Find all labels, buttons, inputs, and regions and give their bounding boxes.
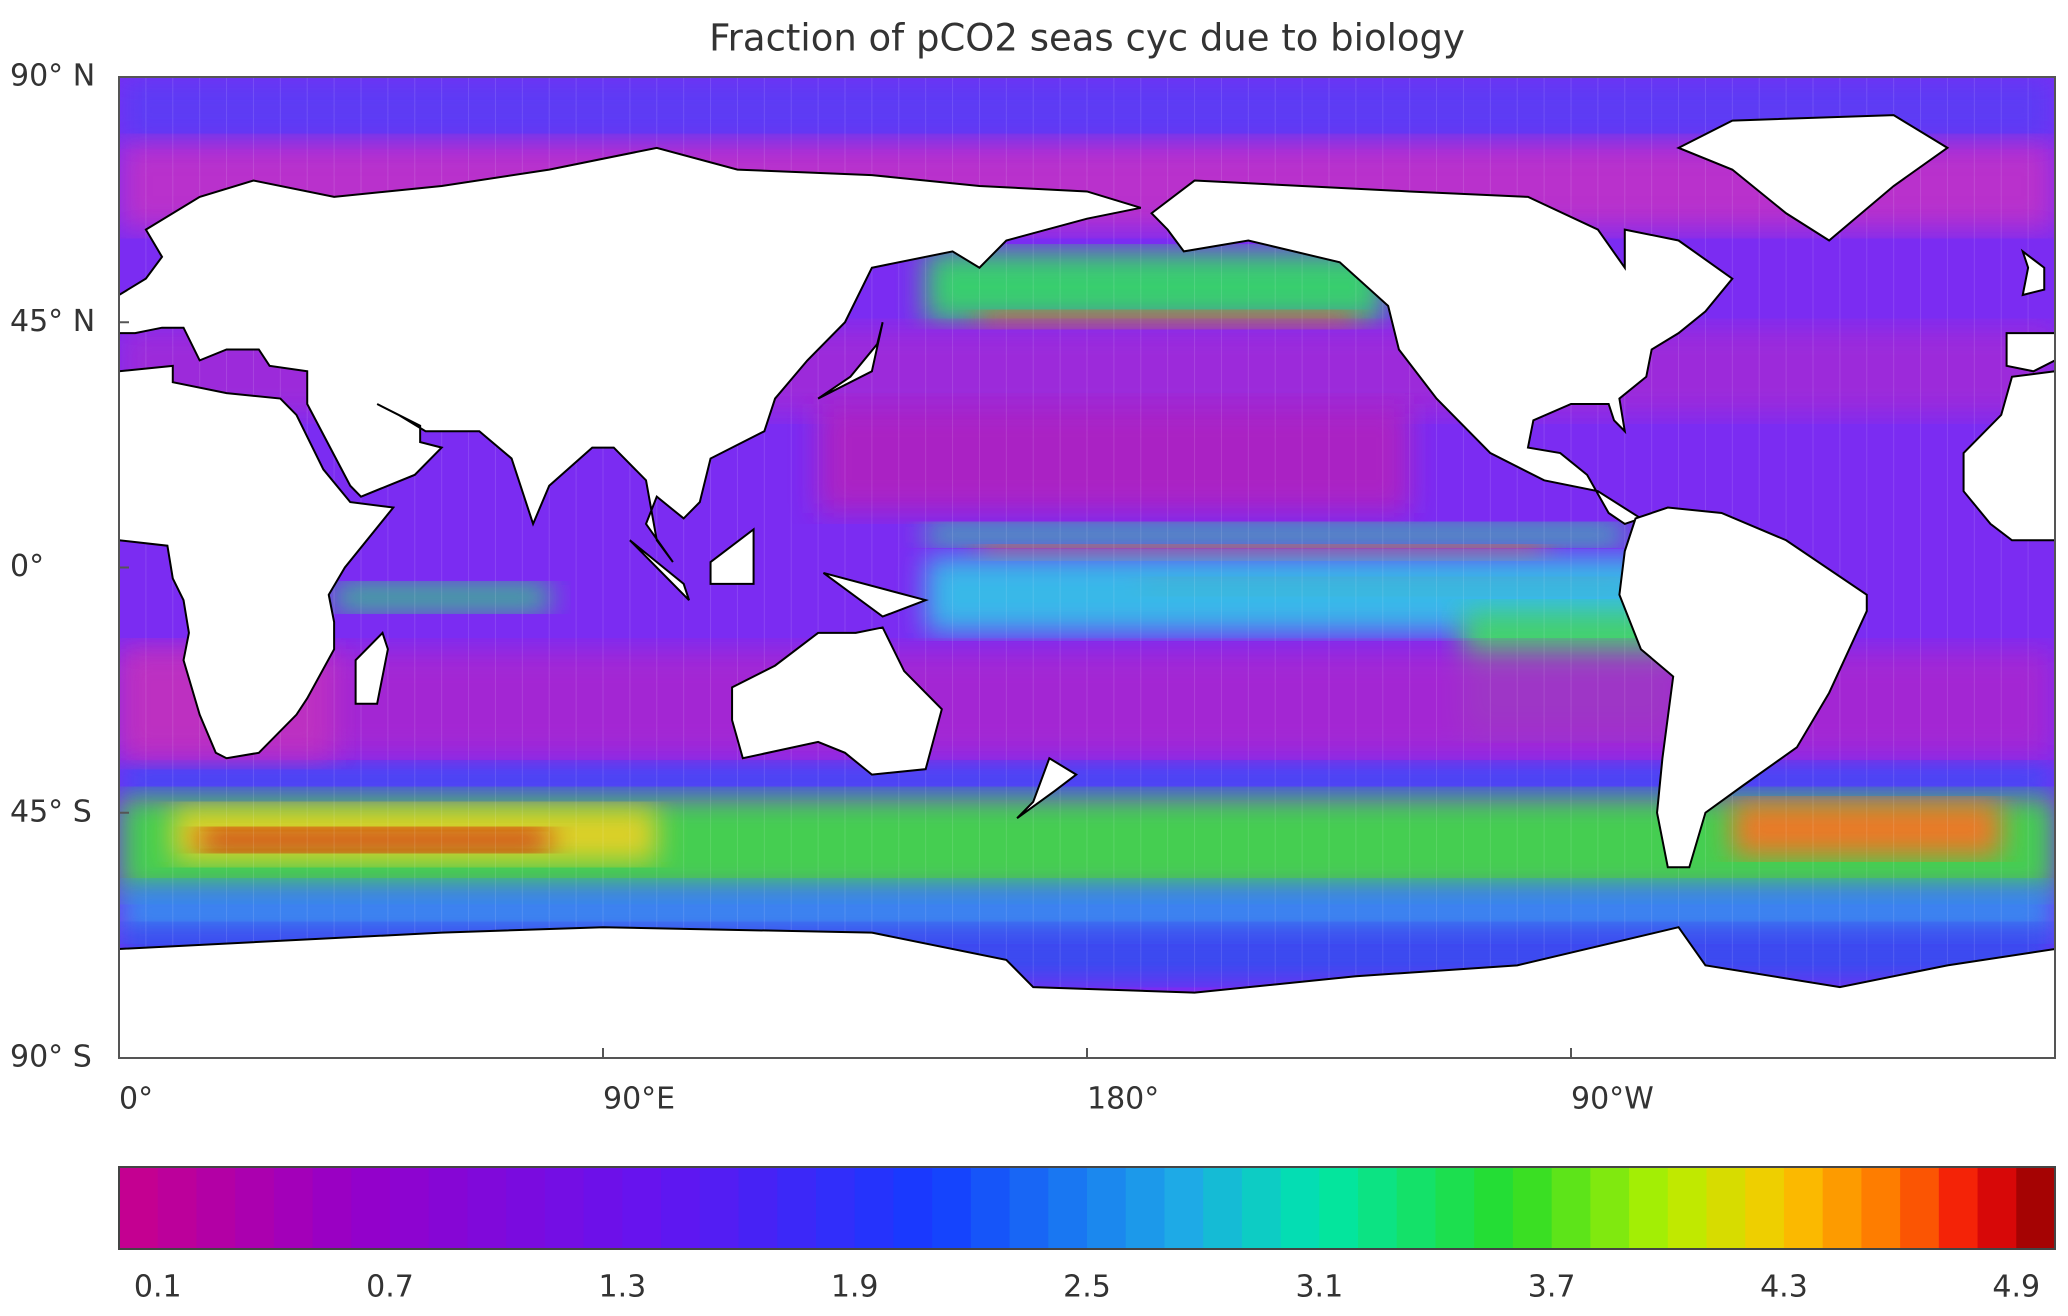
colorbar-cell <box>428 1167 469 1249</box>
land <box>709 527 755 585</box>
colorbar-cell <box>1474 1167 1514 1249</box>
colorbar-tick-label: 0.1 <box>134 1270 182 1305</box>
land <box>1618 506 1868 869</box>
colorbar-cell <box>1822 1167 1862 1249</box>
land <box>2005 332 2055 373</box>
land <box>354 631 389 705</box>
land <box>731 626 943 776</box>
colorbar-cell <box>699 1167 740 1249</box>
colorbar-cell <box>1280 1167 1320 1249</box>
colorbar-cell <box>1396 1167 1437 1249</box>
colorbar-cell <box>970 1167 1011 1249</box>
colorbar-cell <box>583 1167 623 1249</box>
title: Fraction of pCO2 seas cyc due to biology <box>709 17 1465 60</box>
land <box>2020 248 2046 297</box>
x-tick-label: 90°W <box>1571 1082 1654 1117</box>
colorbar-cell <box>1164 1167 1204 1249</box>
ocean-field <box>1732 801 2002 857</box>
map <box>119 77 2055 1058</box>
colorbar-cell <box>506 1167 546 1249</box>
colorbar-cell <box>1977 1167 2017 1249</box>
y-tick-label: 90° N <box>10 59 95 94</box>
colorbar-cell <box>1048 1167 1088 1249</box>
ocean-field <box>818 404 1410 513</box>
ocean-field <box>925 251 1383 323</box>
colorbar-frame <box>118 1166 2056 1250</box>
ocean-field <box>925 523 1625 546</box>
colorbar-tick-label: 1.3 <box>599 1270 647 1305</box>
colorbar-cell <box>777 1167 817 1249</box>
colorbar-cell <box>1125 1167 1166 1249</box>
colorbar-cell <box>1512 1167 1553 1249</box>
colorbar-cell <box>2016 1167 2056 1249</box>
colorbar-cell <box>622 1167 662 1249</box>
colorbar-cell <box>351 1167 391 1249</box>
y-tick-label: 45° N <box>10 304 95 339</box>
land <box>1676 114 1950 242</box>
land <box>629 539 690 601</box>
colorbar-tick-label: 0.7 <box>366 1270 414 1305</box>
colorbar-tick-label: 2.5 <box>1063 1270 1111 1305</box>
colorbar-cell <box>854 1167 894 1249</box>
colorbar-tick-label: 3.7 <box>1528 1270 1576 1305</box>
colorbar-cell <box>1667 1167 1708 1249</box>
colorbar-cell <box>235 1167 275 1249</box>
colorbar-cell <box>815 1167 856 1249</box>
ocean-field <box>979 545 1545 560</box>
y-tick-label: 90° S <box>10 1040 92 1075</box>
ocean-field <box>979 311 1356 328</box>
colorbar-cell <box>738 1167 778 1249</box>
colorbar-cell <box>390 1167 430 1249</box>
land <box>1016 756 1079 820</box>
colorbar-cell <box>1629 1167 1669 1249</box>
land <box>822 571 929 618</box>
colorbar-tick-label: 4.3 <box>1760 1270 1808 1305</box>
colorbar-cell <box>1009 1167 1049 1249</box>
y-tick-label: 0° <box>10 549 44 584</box>
colorbar-tick-label: 3.1 <box>1295 1270 1343 1305</box>
colorbar-cell <box>1241 1167 1282 1249</box>
x-tick-label: 180° <box>1087 1082 1159 1117</box>
colorbar-cell <box>467 1167 507 1249</box>
land <box>119 146 1142 563</box>
colorbar-cell <box>1590 1167 1630 1249</box>
colorbar-cell <box>1900 1167 1940 1249</box>
colorbar-cell <box>1319 1167 1359 1249</box>
land <box>817 322 884 400</box>
colorbar-cell <box>1087 1167 1127 1249</box>
x-tick-label: 0° <box>119 1082 153 1117</box>
colorbar-cell <box>196 1167 236 1249</box>
colorbar-cell <box>1745 1167 1785 1249</box>
colorbar-tick-label: 1.9 <box>831 1270 879 1305</box>
colorbar-cell <box>273 1167 314 1249</box>
colorbar-cell <box>1203 1167 1243 1249</box>
colorbar-cell <box>1861 1167 1901 1249</box>
colorbar-cell <box>1551 1167 1591 1249</box>
land <box>1150 179 1734 526</box>
ocean-field <box>199 829 550 851</box>
colorbar-cell <box>119 1167 159 1249</box>
colorbar-cell <box>312 1167 352 1249</box>
x-tick-label: 90°E <box>603 1082 675 1117</box>
colorbar-cell <box>932 1167 972 1249</box>
land <box>119 926 2055 1058</box>
colorbar-cell <box>1938 1167 1979 1249</box>
colorbar-cell <box>661 1167 701 1249</box>
colorbar-cell <box>1783 1167 1824 1249</box>
colorbar-tick-label: 4.9 <box>1992 1270 2040 1305</box>
colorbar-cell <box>544 1167 585 1249</box>
colorbar-cell <box>1706 1167 1746 1249</box>
land <box>119 364 396 760</box>
colorbar-cell <box>157 1167 198 1249</box>
colorbar-cell <box>893 1167 933 1249</box>
colorbar-cell <box>1435 1167 1475 1249</box>
colorbar-cell <box>1358 1167 1398 1249</box>
land <box>1962 370 2055 542</box>
ocean-field <box>334 583 550 612</box>
colorbar: 0.1 0.7 1.3 1.9 2.5 3.1 3.7 4.3 4.9 <box>118 1166 2056 1305</box>
y-tick-label: 45° S <box>10 794 92 829</box>
